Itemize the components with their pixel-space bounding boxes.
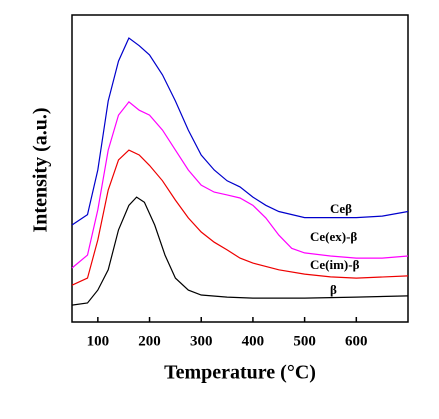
x-tick-label: 100	[87, 333, 110, 349]
series-label: Ceβ	[330, 201, 352, 216]
y-axis-label: Intensity (a.u.)	[30, 107, 52, 232]
plot-frame	[71, 14, 409, 323]
series-label: Ce(im)-β	[310, 257, 360, 272]
x-tick-label: 200	[138, 333, 161, 349]
series-label: Ce(ex)-β	[310, 229, 357, 244]
series-label: β	[330, 282, 337, 297]
x-tick-label: 500	[293, 333, 316, 349]
x-axis-label: Temperature (°C)	[164, 362, 316, 384]
x-tick-label: 300	[190, 333, 213, 349]
x-tick-label: 400	[242, 333, 265, 349]
series-line	[71, 196, 409, 306]
series-line	[71, 149, 409, 286]
series-line	[71, 37, 409, 226]
series-line	[71, 101, 409, 269]
x-tick-label: 600	[345, 333, 368, 349]
